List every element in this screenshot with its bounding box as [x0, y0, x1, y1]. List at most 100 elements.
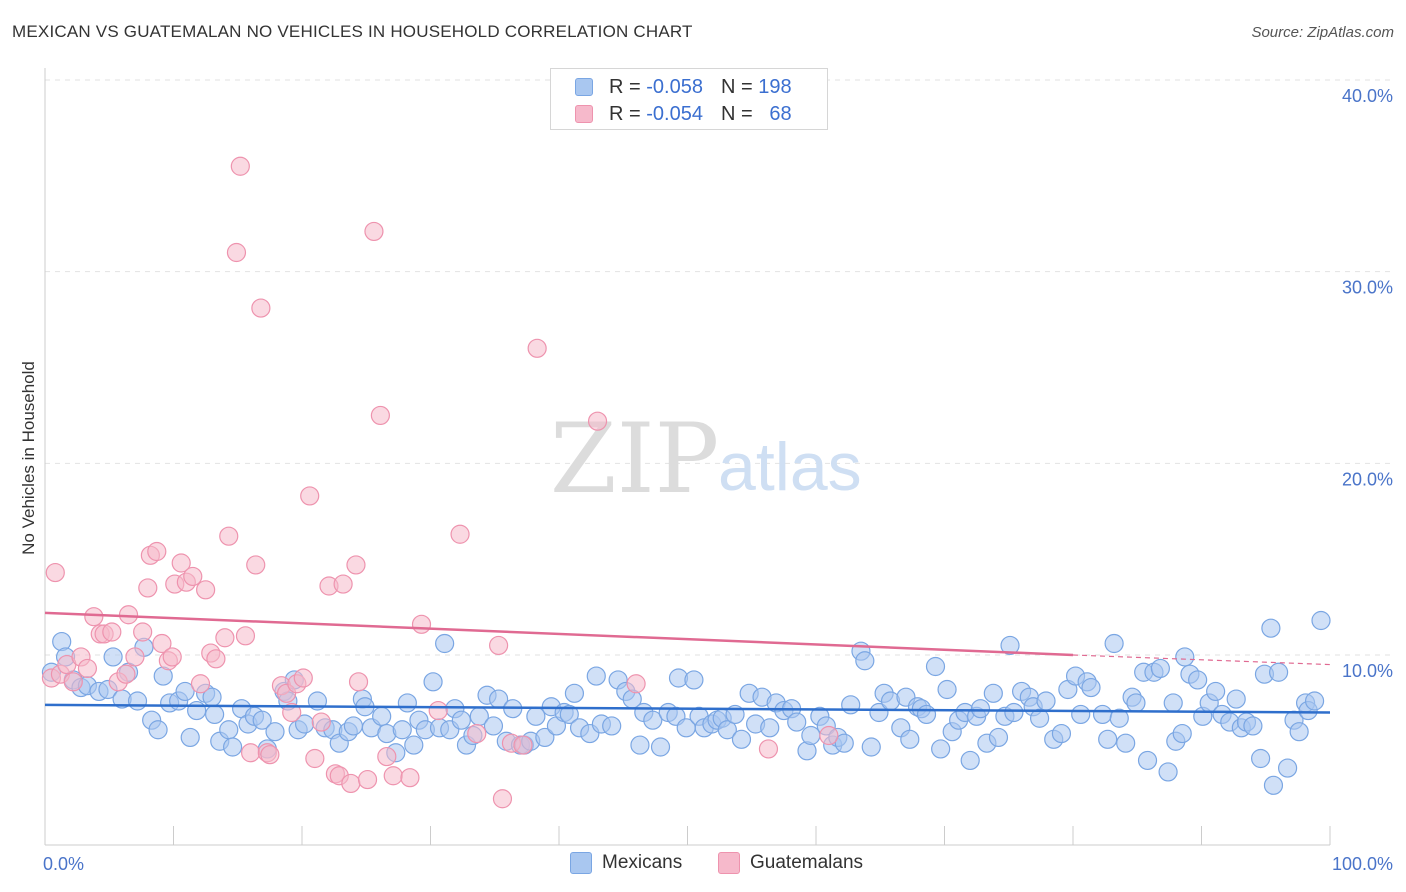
point-guatemalans — [63, 672, 83, 692]
point-guatemalans — [162, 647, 182, 667]
point-mexicans — [801, 725, 821, 746]
point-guatemalans — [246, 555, 266, 575]
point-mexicans — [180, 727, 200, 748]
point-guatemalans — [348, 672, 369, 692]
point-mexicans — [252, 710, 272, 730]
point-guatemalans — [346, 555, 366, 575]
point-guatemalans — [171, 553, 191, 573]
legend-swatch-guatemalans — [718, 852, 740, 874]
point-mexicans — [1116, 733, 1136, 753]
legend-swatch-guatemalans — [575, 105, 593, 123]
grid-lines — [45, 79, 1392, 656]
point-mexicans — [187, 700, 207, 721]
point-mexicans — [787, 712, 807, 732]
point-guatemalans — [84, 607, 104, 627]
point-mexicans — [988, 727, 1009, 748]
point-mexicans — [900, 729, 920, 749]
point-mexicans — [564, 683, 585, 703]
point-mexicans — [861, 737, 881, 757]
y-tick-label: 30.0% — [1342, 278, 1393, 298]
chart-source: Source: ZipAtlas.com — [1251, 24, 1394, 41]
chart-title: MEXICAN VS GUATEMALAN NO VEHICLES IN HOU… — [12, 22, 693, 41]
point-guatemalans — [251, 298, 271, 318]
point-mexicans — [841, 695, 861, 715]
point-mexicans — [392, 720, 412, 740]
point-guatemalans — [305, 748, 325, 769]
point-guatemalans — [190, 674, 211, 694]
point-guatemalans — [45, 562, 65, 583]
point-guatemalans — [428, 700, 448, 721]
point-mexicans — [855, 651, 875, 671]
point-mexicans — [1188, 670, 1208, 690]
point-guatemalans — [206, 649, 226, 669]
point-mexicans — [684, 670, 704, 690]
point-guatemalans — [282, 702, 302, 723]
point-mexicans — [223, 737, 243, 757]
trend-extension-guatemalans — [1072, 654, 1331, 666]
y-axis-label: No Vehicles in Household — [19, 361, 38, 555]
point-mexicans — [1029, 708, 1050, 728]
point-guatemalans — [758, 739, 779, 759]
point-mexicans — [127, 691, 148, 711]
point-guatemalans — [125, 647, 145, 667]
point-mexicans — [937, 679, 957, 700]
point-mexicans — [643, 710, 663, 730]
point-mexicans — [1261, 618, 1281, 638]
point-guatemalans — [492, 789, 513, 809]
point-mexicans — [219, 720, 239, 740]
point-mexicans — [1243, 716, 1263, 736]
point-guatemalans — [467, 723, 487, 744]
legend-item-mexicans[interactable]: Mexicans — [570, 852, 682, 874]
point-mexicans — [1092, 704, 1113, 725]
point-guatemalans — [152, 633, 172, 654]
point-mexicans — [1277, 758, 1298, 778]
point-guatemalans — [400, 768, 420, 788]
point-mexicans — [1263, 775, 1284, 795]
x-tick-label: 100.0% — [1332, 854, 1393, 874]
point-mexicans — [535, 727, 555, 748]
point-mexicans — [1304, 691, 1325, 711]
legend-n-value: 198 — [758, 75, 792, 98]
tick-labels: 10.0% 20.0% 30.0% 40.0% 0.0% 100.0% — [43, 86, 1393, 874]
legend-label-mexicans: Mexicans — [602, 852, 683, 873]
point-guatemalans — [377, 746, 397, 767]
point-guatemalans — [241, 743, 261, 763]
point-mexicans — [931, 739, 951, 759]
point-mexicans — [650, 737, 671, 757]
point-mexicans — [1150, 658, 1170, 679]
point-guatemalans — [411, 614, 432, 634]
point-guatemalans — [116, 664, 136, 684]
point-guatemalans — [300, 486, 320, 506]
point-mexicans — [103, 647, 123, 667]
point-mexicans — [404, 735, 424, 755]
point-mexicans — [1226, 689, 1246, 709]
legend-item-guatemalans[interactable]: Guatemalans — [718, 852, 863, 874]
watermark: ZIP atlas — [550, 403, 862, 515]
point-guatemalans — [219, 526, 239, 546]
legend-n-label: N = — [720, 102, 753, 125]
trend-line-guatemalans — [44, 611, 1074, 657]
point-guatemalans — [102, 622, 122, 642]
y-tick-label: 10.0% — [1342, 661, 1393, 681]
legend-r-value: -0.054 — [646, 102, 703, 125]
point-guatemalans — [230, 156, 250, 176]
point-mexicans — [1081, 677, 1101, 698]
point-mexicans — [1289, 722, 1309, 742]
point-mexicans — [175, 681, 195, 702]
point-mexicans — [1251, 748, 1271, 769]
point-mexicans — [1104, 633, 1124, 654]
point-mexicans — [343, 716, 363, 736]
y-tick-label: 40.0% — [1342, 86, 1393, 106]
point-guatemalans — [226, 242, 247, 263]
point-mexicans — [731, 729, 752, 749]
point-mexicans — [1172, 723, 1192, 744]
legend-n-value: 68 — [769, 102, 792, 125]
series-legend: Mexicans Guatemalans — [0, 852, 1406, 878]
point-guatemalans — [383, 766, 403, 786]
point-guatemalans — [293, 668, 313, 688]
point-mexicans — [1098, 729, 1118, 749]
point-guatemalans — [513, 735, 533, 755]
point-guatemalans — [626, 674, 646, 694]
point-mexicans — [1268, 662, 1289, 682]
